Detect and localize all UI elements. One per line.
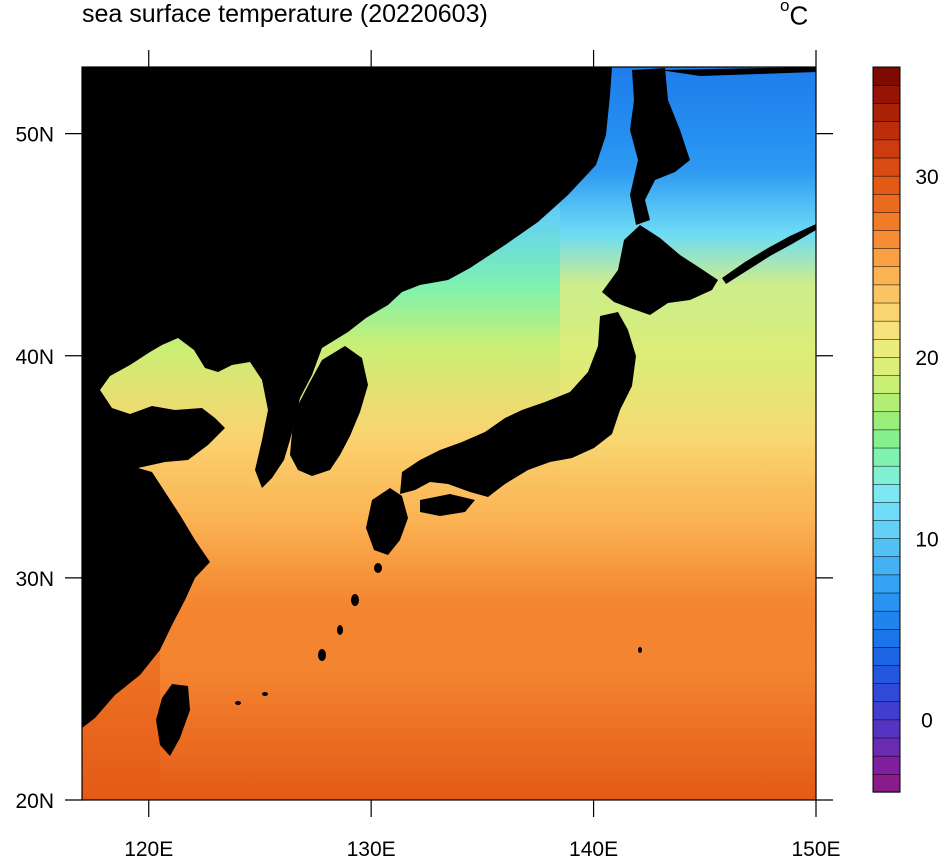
unit-symbol: C — [789, 0, 809, 31]
colorbar-swatch — [872, 248, 901, 268]
colorbar-label: 0 — [921, 710, 933, 733]
colorbar-label: 10 — [915, 528, 938, 551]
land-asia-continent — [82, 67, 612, 728]
colorbar-swatch — [872, 66, 901, 86]
sst-field — [82, 67, 816, 800]
colorbar-swatch — [872, 139, 901, 159]
colorbar-label: 30 — [915, 166, 938, 189]
colorbar-swatch — [872, 193, 901, 213]
colorbar-swatch — [872, 157, 901, 177]
colorbar-swatch — [872, 356, 901, 376]
colorbar-swatch — [872, 284, 901, 304]
colorbar: 0 10 20 30 — [872, 66, 939, 793]
colorbar-frame — [872, 66, 901, 793]
lon-tick-label: 120E — [124, 838, 173, 858]
land — [82, 67, 816, 756]
colorbar-swatch — [872, 628, 901, 648]
colorbar-swatch — [872, 320, 901, 340]
land-shikoku — [420, 494, 475, 516]
colorbar-swatch — [872, 393, 901, 413]
colorbar-swatch — [872, 338, 901, 358]
colorbar-swatch — [872, 719, 901, 739]
colorbar-swatch — [872, 84, 901, 104]
colorbar-swatch — [872, 465, 901, 485]
colorbar-swatch — [872, 773, 901, 793]
land-taiwan — [156, 684, 190, 756]
land-korean-peninsula — [290, 346, 368, 476]
degree-symbol: o — [780, 0, 790, 15]
colorbar-swatch — [872, 121, 901, 141]
lon-tick-label: 130E — [347, 838, 396, 858]
land-honshu — [400, 312, 636, 497]
colorbar-swatch — [872, 592, 901, 612]
lat-tick-label: 30N — [15, 568, 54, 591]
colorbar-swatch — [872, 574, 901, 594]
longitude-axis: 120E 130E 140E 150E — [124, 50, 841, 858]
colorbar-swatch — [872, 683, 901, 703]
colorbar-swatch — [872, 737, 901, 757]
colorbar-swatch — [872, 447, 901, 467]
colorbar-swatch — [872, 701, 901, 721]
lon-tick-label: 150E — [791, 838, 840, 858]
colorbar-swatch — [872, 519, 901, 539]
colorbar-swatch — [872, 211, 901, 231]
colorbar-swatch — [872, 175, 901, 195]
land-hokkaido — [602, 225, 718, 315]
colorbar-swatch — [872, 610, 901, 630]
land-kamchatka-edge — [660, 67, 816, 76]
unit-label: oC — [780, 0, 808, 32]
land-sakhalin — [630, 68, 690, 225]
map-title: sea surface temperature (20220603) — [82, 0, 488, 28]
colorbar-swatch — [872, 556, 901, 576]
map-frame — [81, 66, 817, 801]
colorbar-swatch — [872, 429, 901, 449]
colorbar-swatch — [872, 755, 901, 775]
lon-tick-label: 140E — [569, 838, 618, 858]
colorbar-swatch — [872, 664, 901, 684]
colorbar-swatch — [872, 483, 901, 503]
colorbar-swatch — [872, 646, 901, 666]
colorbar-swatch — [872, 411, 901, 431]
islands-ryukyu — [235, 563, 642, 705]
sea-surface-south — [160, 580, 816, 800]
colorbar-label: 20 — [915, 347, 938, 370]
colorbar-swatch — [872, 374, 901, 394]
colorbar-swatch — [872, 103, 901, 123]
lat-tick-label: 50N — [15, 124, 54, 147]
lat-tick-label: 20N — [15, 790, 54, 813]
land-kuril-islands — [722, 224, 816, 284]
colorbar-swatch — [872, 538, 901, 558]
lat-tick-label: 40N — [15, 346, 54, 369]
latitude-axis: 20N 30N 40N 50N — [15, 124, 833, 813]
colorbar-swatch — [872, 302, 901, 322]
colorbar-swatch — [872, 501, 901, 521]
colorbar-swatch — [872, 266, 901, 286]
colorbar-swatch — [872, 229, 901, 249]
land-kyushu — [366, 488, 408, 555]
